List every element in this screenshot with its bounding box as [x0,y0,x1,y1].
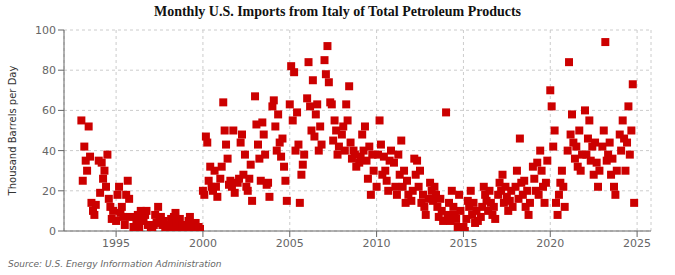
svg-text:2010: 2010 [363,237,391,250]
svg-text:20: 20 [42,185,56,198]
svg-text:80: 80 [42,64,56,77]
svg-text:60: 60 [42,104,56,117]
svg-text:2000: 2000 [189,237,217,250]
svg-text:Thousand Barrels per Day: Thousand Barrels per Day [8,66,18,197]
html-text:Monthly U.S. Imports from Ital: Monthly U.S. Imports from Italy of Total… [153,4,521,19]
svg-text:2020: 2020 [536,237,564,250]
svg-text:40: 40 [42,145,56,158]
svg-text:100: 100 [35,24,56,37]
svg-text:2015: 2015 [449,237,477,250]
html-text:Source: U.S. Energy Informatio: Source: U.S. Energy Information Administ… [8,259,222,269]
svg-text:2025: 2025 [623,237,651,250]
svg-text:0: 0 [49,225,56,238]
svg-text:1995: 1995 [102,237,130,250]
svg-text:2005: 2005 [276,237,304,250]
